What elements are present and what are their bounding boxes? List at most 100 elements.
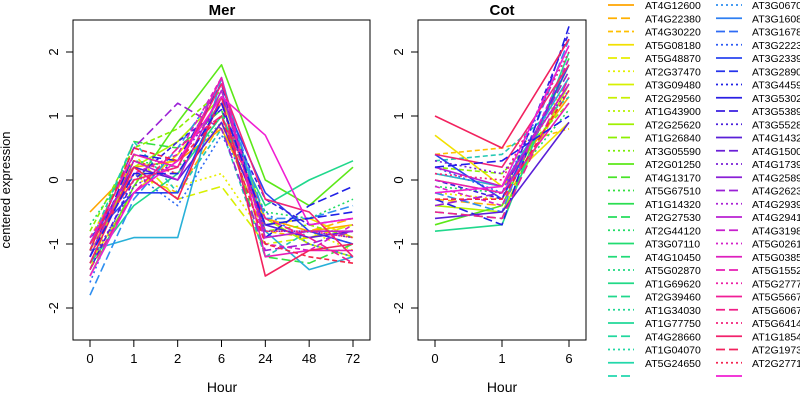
x-tick-label: 72 [346, 351, 360, 366]
legend-label: AT2G39460 [645, 292, 701, 304]
axes-mer: 0 1 2 6 24 48 72 -2 -1 0 1 2 [46, 19, 371, 366]
y-tick-label: 1 [46, 112, 61, 119]
legend-label: AT1G14320 [645, 199, 701, 211]
legend-label: AT4G2941 [752, 212, 800, 224]
x-tick-label: 6 [565, 351, 572, 366]
y-tick-label: 0 [391, 176, 406, 183]
series-line [434, 38, 570, 149]
y-axis-label: centered expression [0, 131, 13, 248]
legend-label: AT3G4459 [752, 80, 800, 92]
series-line [434, 45, 570, 194]
legend-label: AT2G44120 [645, 225, 701, 237]
legend-label: AT4G1500 [752, 146, 800, 158]
x-axis-label-cot: Hour [487, 379, 518, 395]
series-lines-cot [434, 26, 570, 232]
legend-label: AT5G02870 [645, 265, 701, 277]
legend-label: AT2G25620 [645, 119, 701, 131]
legend-label: AT2G37470 [645, 66, 701, 78]
legend-label: AT4G3198 [752, 225, 800, 237]
legend-label: AT4G12600 [645, 0, 701, 12]
series-line [89, 83, 354, 258]
y-tick-label: 2 [46, 48, 61, 55]
legend-label: AT2G27530 [645, 212, 701, 224]
legend-label: AT4G13170 [645, 172, 701, 184]
x-tick-label: 2 [174, 351, 181, 366]
legend-label: AT5G1552 [752, 265, 800, 277]
series-line [89, 96, 354, 277]
legend-label: AT2G29560 [645, 93, 701, 105]
legend-label: AT1G04070 [645, 345, 701, 357]
legend-label: AT5G6067 [752, 305, 800, 317]
series-line [435, 89, 570, 200]
y-tick-label: -2 [46, 302, 61, 314]
legend-label: AT2G2771 [752, 358, 800, 370]
legend-label: AT4G10450 [645, 252, 701, 264]
series-line [89, 102, 354, 258]
y-tick-label: -1 [46, 238, 61, 250]
legend-label: AT5G08180 [645, 40, 701, 52]
legend-label: AT4G28660 [645, 331, 701, 343]
legend-label: AT3G5302 [752, 93, 800, 105]
series-line [89, 115, 354, 264]
legend-label: AT2G01250 [645, 159, 701, 171]
series-line [434, 115, 570, 168]
legend-label: AT3G5389 [752, 106, 800, 118]
legend-label: AT4G1432 [752, 133, 800, 145]
legend-label: AT1G1854 [752, 331, 800, 343]
legend-label: AT5G6414 [752, 318, 800, 330]
panel-title-mer: Mer [209, 2, 236, 19]
panel-mer: Mer Hour 0 1 2 6 24 48 72 -2 -1 0 1 2 [46, 2, 371, 395]
legend-label: AT3G2890 [752, 66, 800, 78]
legend-label: AT1G69620 [645, 278, 701, 290]
panel-title-cot: Cot [490, 2, 515, 19]
legend-label: AT3G07110 [645, 239, 700, 251]
legend-label: AT5G2777 [752, 278, 800, 290]
x-tick-label: 48 [302, 351, 316, 366]
legend-label: AT4G30220 [645, 27, 701, 39]
y-tick-label: 2 [391, 48, 406, 55]
legend-label: AT4G2589 [752, 172, 800, 184]
panel-cot: Cot Hour 0 1 6 -2 -1 0 1 2 [391, 2, 587, 395]
series-line [434, 102, 570, 194]
x-tick-label: 6 [218, 351, 225, 366]
series-line [434, 96, 570, 162]
legend-label: AT3G2223 [752, 40, 800, 52]
series-line [89, 102, 354, 252]
series-line [434, 64, 570, 168]
y-tick-label: 0 [46, 176, 61, 183]
series-line [434, 77, 570, 220]
legend-label: AT4G2939 [752, 199, 800, 211]
legend-label: AT3G1608 [752, 13, 800, 25]
y-tick-label: -1 [391, 238, 406, 250]
legend-label: AT5G0261 [752, 239, 800, 251]
legend-label: AT3G09480 [645, 80, 701, 92]
legend-label: AT4G1739 [752, 159, 800, 171]
legend-label: AT5G67510 [645, 186, 701, 198]
legend-label: AT1G77750 [645, 318, 701, 330]
legend-label: AT3G2339 [752, 53, 800, 65]
series-line [434, 58, 570, 207]
x-tick-label: 0 [86, 351, 93, 366]
legend-label: AT3G0670 [752, 0, 800, 12]
legend-label: AT3G05590 [645, 146, 701, 158]
x-tick-label: 1 [130, 351, 137, 366]
legend-label: AT5G24650 [645, 358, 701, 370]
series-line [89, 108, 354, 264]
legend-label: AT1G26840 [645, 133, 701, 145]
legend-label: AT1G34030 [645, 305, 701, 317]
legend-label: AT3G5528 [752, 119, 800, 131]
legend-label: AT4G22380 [645, 13, 701, 25]
legend-label: AT3G1678 [752, 27, 800, 39]
series-line [89, 102, 354, 258]
legend-label: AT5G0385 [752, 252, 800, 264]
legend-label: AT1G43900 [645, 106, 701, 118]
legend-label: AT2G1973 [752, 345, 800, 357]
legend-label: AT5G5667 [752, 292, 800, 304]
series-line [89, 115, 354, 270]
legend-label: AT4G2623 [752, 186, 800, 198]
x-axis-label-mer: Hour [207, 379, 238, 395]
x-tick-label: 1 [498, 351, 505, 366]
series-line [434, 121, 570, 220]
